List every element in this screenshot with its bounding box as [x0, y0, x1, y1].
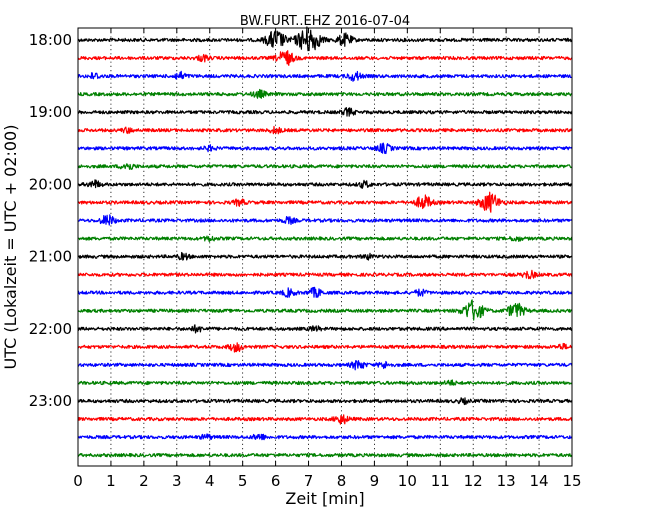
y-tick-label: 22:00 — [29, 320, 72, 338]
x-tick-label: 7 — [304, 472, 314, 490]
seismic-trace — [77, 397, 573, 406]
seismic-trace — [77, 453, 573, 458]
seismic-trace — [77, 125, 573, 135]
x-axis-ticks: 0 1 2 3 4 5 6 7 8 9 10 11 12 13 14 15 — [73, 28, 582, 490]
x-tick-label: 0 — [73, 472, 83, 490]
seismic-trace — [77, 88, 573, 99]
y-axis-ticks: 18:00 19:00 20:00 21:00 22:00 23:00 — [29, 31, 572, 410]
seismic-trace — [77, 235, 573, 243]
x-tick-label: 9 — [370, 472, 380, 490]
x-axis-label: Zeit [min] — [285, 489, 364, 508]
chart-title: BW.FURT..EHZ 2016-07-04 — [240, 14, 410, 29]
seismic-trace — [77, 142, 573, 155]
x-tick-label: 8 — [337, 472, 347, 490]
seismic-trace — [77, 342, 573, 353]
y-tick-label: 23:00 — [29, 392, 72, 410]
x-tick-label: 5 — [238, 472, 248, 490]
seismic-trace — [77, 360, 573, 371]
y-axis-label: UTC (Lokalzeit = UTC + 02:00) — [1, 125, 20, 370]
y-tick-label: 21:00 — [29, 248, 72, 266]
seismic-trace — [77, 269, 573, 280]
vertical-grid — [110, 28, 540, 466]
seismic-trace — [77, 50, 573, 66]
x-tick-label: 2 — [139, 472, 149, 490]
seismic-trace — [77, 70, 573, 82]
seismic-trace — [77, 163, 573, 170]
y-tick-label: 19:00 — [29, 103, 72, 121]
seismic-trace — [77, 414, 573, 425]
seismic-trace — [77, 214, 573, 226]
plot-frame — [77, 27, 573, 467]
seismic-trace — [77, 191, 573, 213]
y-tick-label: 20:00 — [29, 175, 72, 193]
seismic-trace — [77, 179, 573, 189]
seismic-trace — [77, 107, 573, 117]
seismic-trace — [77, 286, 573, 298]
seismic-trace — [77, 379, 573, 386]
x-tick-label: 14 — [530, 472, 549, 490]
trace-group — [77, 26, 573, 458]
seismic-trace — [77, 299, 573, 321]
x-tick-label: 10 — [398, 472, 417, 490]
x-tick-label: 3 — [172, 472, 182, 490]
x-tick-label: 6 — [271, 472, 281, 490]
seismic-trace — [77, 26, 573, 52]
seismic-trace — [77, 251, 573, 261]
seismic-trace — [77, 324, 573, 334]
x-tick-label: 15 — [562, 472, 581, 490]
y-tick-label: 18:00 — [29, 31, 72, 49]
x-tick-label: 11 — [431, 472, 450, 490]
seismic-trace — [77, 433, 573, 441]
x-tick-label: 13 — [497, 472, 516, 490]
x-tick-label: 12 — [464, 472, 483, 490]
x-tick-label: 4 — [205, 472, 215, 490]
x-tick-label: 1 — [106, 472, 116, 490]
